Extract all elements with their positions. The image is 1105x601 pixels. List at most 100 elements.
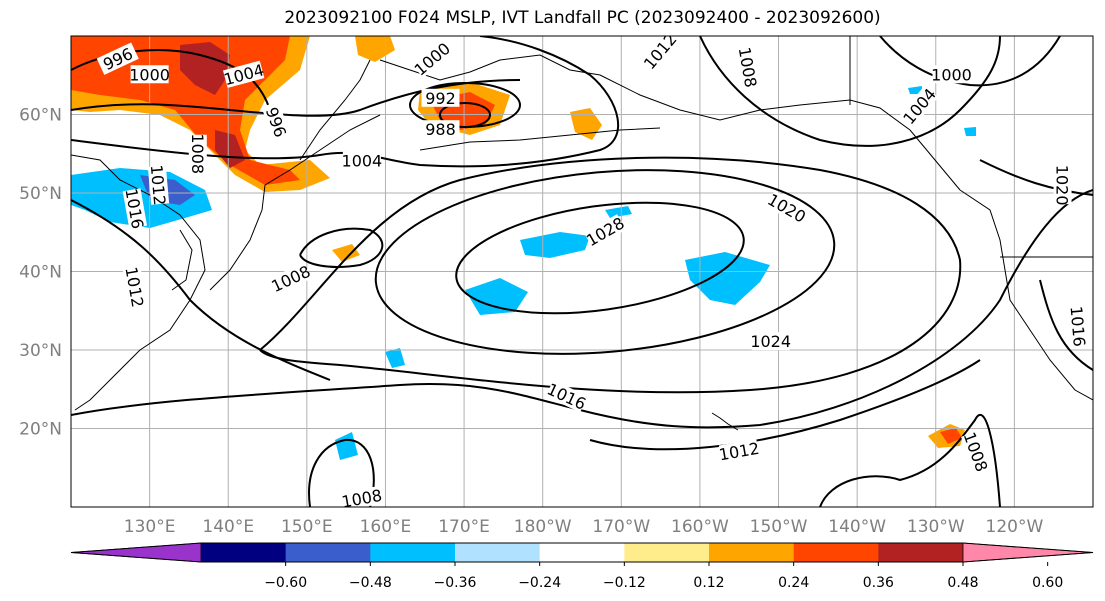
lon-tick-label: 180°W <box>514 517 572 537</box>
coastlines <box>71 36 1093 431</box>
isobar-1016 <box>71 189 1093 429</box>
lon-tick-label: 120°W <box>986 517 1044 537</box>
isobar-1012b <box>589 359 981 451</box>
shade-orange-small <box>332 244 360 262</box>
lat-tick-label: 30°N <box>19 341 62 361</box>
lat-tick-label: 20°N <box>19 420 62 440</box>
isobar-1028 <box>455 201 745 315</box>
isobar-1008-east <box>819 413 1001 507</box>
isobar-1024 <box>374 169 836 355</box>
isobar-label: 1012 <box>147 164 169 206</box>
lon-tick-label: 150°W <box>750 517 808 537</box>
svg-text:1000: 1000 <box>129 65 170 84</box>
coast-japan <box>209 184 266 291</box>
isobar-1020 <box>259 156 962 394</box>
lon-tick-label: 160°W <box>671 517 729 537</box>
lon-tick-label: 130°W <box>907 517 965 537</box>
svg-text:1016: 1016 <box>1067 305 1089 347</box>
isobar-label: 988 <box>421 120 460 139</box>
svg-text:1008: 1008 <box>188 133 207 174</box>
lon-tick-label: 160°E <box>360 517 412 537</box>
shade-blue-c8 <box>964 127 976 136</box>
shade-blue-c1 <box>520 232 590 258</box>
isobar-alaska-1008 <box>699 36 1001 147</box>
lat-tick-label: 60°N <box>19 106 62 126</box>
isobar-label: 1024 <box>750 332 791 351</box>
lon-tick-label: 130°E <box>124 517 176 537</box>
isobar-label: 1020 <box>1053 165 1072 206</box>
lat-tick-label: 50°N <box>19 184 62 204</box>
isobars <box>71 36 1093 507</box>
isobar-alaska-1004 <box>879 36 1061 87</box>
shade-blue-c7 <box>908 86 922 94</box>
colorbar-segment <box>455 543 541 562</box>
coast-alaska <box>599 74 961 191</box>
colorbar-tick-label: 0.60 <box>1032 575 1063 591</box>
colorbar-segment <box>201 543 287 562</box>
colorbar-tick-label: 0.12 <box>693 575 724 591</box>
colorbar-tick-label: −0.48 <box>349 575 392 591</box>
svg-text:1004: 1004 <box>342 152 383 171</box>
isobar-1008-low <box>299 227 384 268</box>
lon-tick-label: 140°W <box>828 517 886 537</box>
lon-tick-label: 140°E <box>202 517 254 537</box>
shade-darkred-north2 <box>215 130 245 168</box>
colorbar-tick-label: −0.12 <box>603 575 646 591</box>
coast-asia <box>71 154 206 411</box>
isobar-988 <box>439 102 491 128</box>
coast-kamchatka <box>299 59 371 161</box>
map-title: 2023092100 F024 MSLP, IVT Landfall PC (2… <box>284 8 881 28</box>
colorbar-extend-low <box>70 542 202 563</box>
colorbar-tick-label: −0.60 <box>264 575 307 591</box>
lat-tick-label: 40°N <box>19 263 62 283</box>
colorbar: −0.60 −0.48 −0.36 −0.24 −0.12 0.12 0.24 0.36 0.4… <box>70 542 1094 591</box>
isobar-label: 1000 <box>129 65 170 84</box>
colorbar-tick-label: −0.24 <box>518 575 561 591</box>
colorbar-segment <box>285 543 371 562</box>
svg-text:992: 992 <box>425 89 456 108</box>
coast-aleutian <box>419 127 661 151</box>
isobar-east-1020 <box>979 159 1093 196</box>
coast-namerica <box>959 189 1093 401</box>
shade-blue-c3 <box>465 278 528 315</box>
shade-orange-gulf <box>570 108 602 140</box>
isobar-1004 <box>71 36 619 168</box>
isobar-label: 1016 <box>1067 305 1089 347</box>
isobar-label: 1000 <box>931 65 972 84</box>
colorbar-segment <box>370 543 456 562</box>
svg-text:1012: 1012 <box>147 164 169 206</box>
isobar-1012 <box>71 199 331 381</box>
lon-tick-label: 170°W <box>592 517 650 537</box>
coast-bering <box>379 54 601 81</box>
colorbar-tick-label: −0.36 <box>434 575 477 591</box>
colorbar-segment <box>878 543 964 562</box>
shade-blue-c5 <box>385 348 405 368</box>
isobar-label: 1008 <box>188 133 207 174</box>
colorbar-tick-label: 0.48 <box>947 575 978 591</box>
colorbar-segment <box>793 543 879 562</box>
colorbar-segment <box>624 543 710 562</box>
svg-text:1020: 1020 <box>1053 165 1072 206</box>
coast-kuril <box>264 114 381 186</box>
shade-blue-c6 <box>335 432 358 460</box>
isobar-east-1016 <box>1039 279 1093 371</box>
svg-text:1000: 1000 <box>931 65 972 84</box>
isobar-1008-south <box>308 438 375 507</box>
colorbar-segment <box>539 543 625 562</box>
shade-red-south <box>940 428 962 444</box>
lon-tick-label: 170°E <box>438 517 490 537</box>
colorbar-tick-label: 0.36 <box>863 575 894 591</box>
latitude-ticks: 20°N 30°N 40°N 50°N 60°N <box>19 106 62 440</box>
map-frame <box>70 35 1094 508</box>
isobar-label: 992 <box>421 88 460 108</box>
shade-blue-c2 <box>605 206 632 218</box>
shade-darkred-north <box>180 42 230 95</box>
shade-blue-c4 <box>685 252 770 305</box>
svg-text:1008: 1008 <box>340 486 383 512</box>
colorbar-tick-label: 0.24 <box>778 575 809 591</box>
isobar-label: 996 <box>261 101 292 143</box>
isobar-label: 1004 <box>342 151 383 171</box>
colorbar-segment <box>709 543 795 562</box>
colorbar-extend-high <box>962 542 1094 563</box>
